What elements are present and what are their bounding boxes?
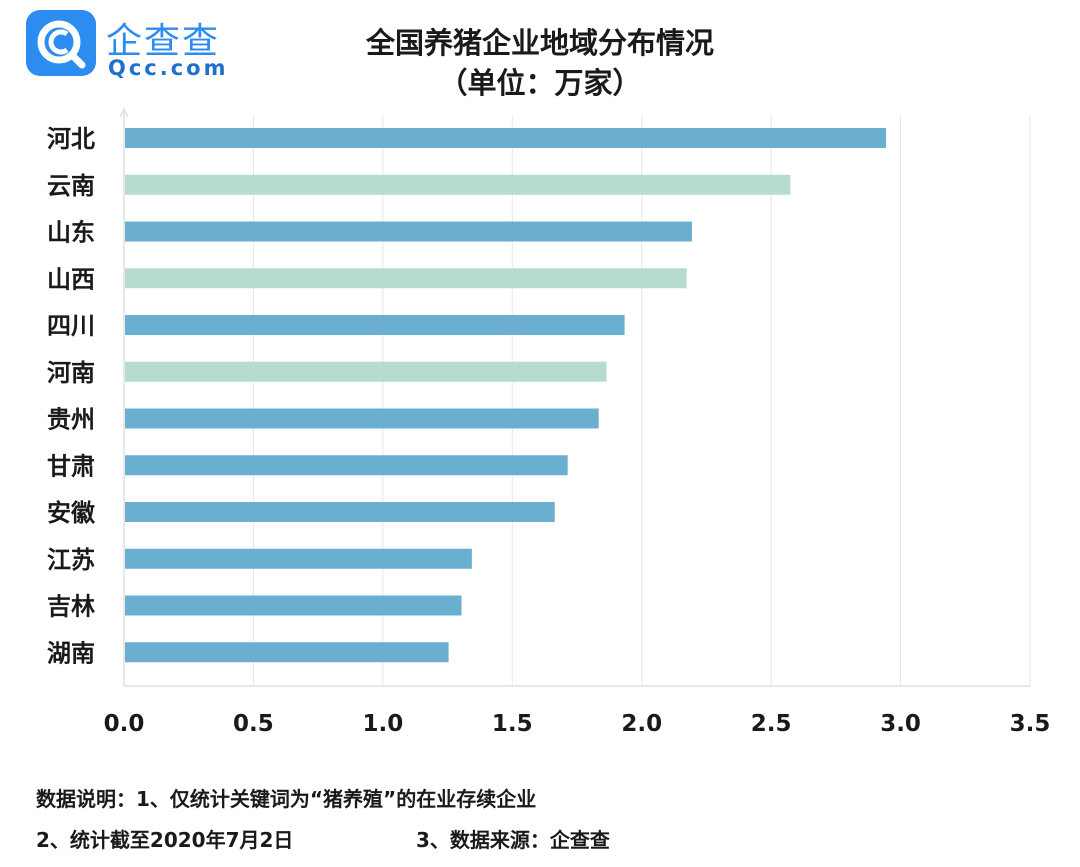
x-tick-label: 2.0 [621,711,662,737]
axes [119,107,1030,687]
bar [125,408,599,429]
data-note-line-2-date: 2、统计截至2020年7月2日 [36,828,294,852]
category-label: 山东 [47,219,95,247]
x-tick-label: 0.0 [104,711,145,737]
bar [125,595,462,616]
x-tick-label: 3.0 [880,711,921,737]
x-tick-label: 1.5 [492,711,533,737]
category-label: 江苏 [47,546,95,574]
x-tick-label: 2.5 [751,711,792,737]
category-label: 湖南 [47,639,95,667]
chart-subtitle: （单位：万家） [438,66,642,100]
bars [125,128,887,663]
category-label: 贵州 [47,406,95,434]
grid-lines [252,115,1031,686]
category-label: 吉林 [47,593,95,621]
category-label: 河南 [47,359,95,387]
y-axis-arrow-icon [119,107,129,118]
bar [125,268,687,289]
category-label: 山西 [47,265,95,293]
bar [125,502,555,522]
bar [125,548,472,569]
logo: 企查查 Qcc.com [26,10,246,80]
logo-name-cn: 企查查 [106,21,221,62]
x-tick-label: 0.5 [233,711,274,737]
logo-name-en: Qcc.com [108,56,229,80]
bar [125,128,887,148]
bar [125,221,692,242]
data-note-line-1: 数据说明：1、仅统计关键词为“猪养殖”的在业存续企业 [36,787,537,811]
category-label: 安徽 [47,499,96,527]
chart-title: 全国养猪企业地域分布情况 [365,26,714,60]
category-label: 甘肃 [47,452,95,480]
bar [125,361,607,382]
bar [125,455,568,476]
data-note-line-2-source: 3、数据来源：企查查 [416,828,610,852]
category-label: 河北 [47,125,95,153]
labels: 0.0 0.5 1.0 1.5 2.0 2.5 3.0 3.5 河北云南山东山西四川河南贵州甘肃… [47,125,1050,737]
x-tick-label: 1.0 [362,711,403,737]
bar [125,174,791,195]
qcc-magnifier-logo-icon [26,10,96,76]
category-label: 云南 [47,172,95,200]
category-label: 四川 [47,312,95,340]
x-tick-label: 3.5 [1010,711,1051,737]
bar [125,642,449,663]
bar [125,315,625,335]
